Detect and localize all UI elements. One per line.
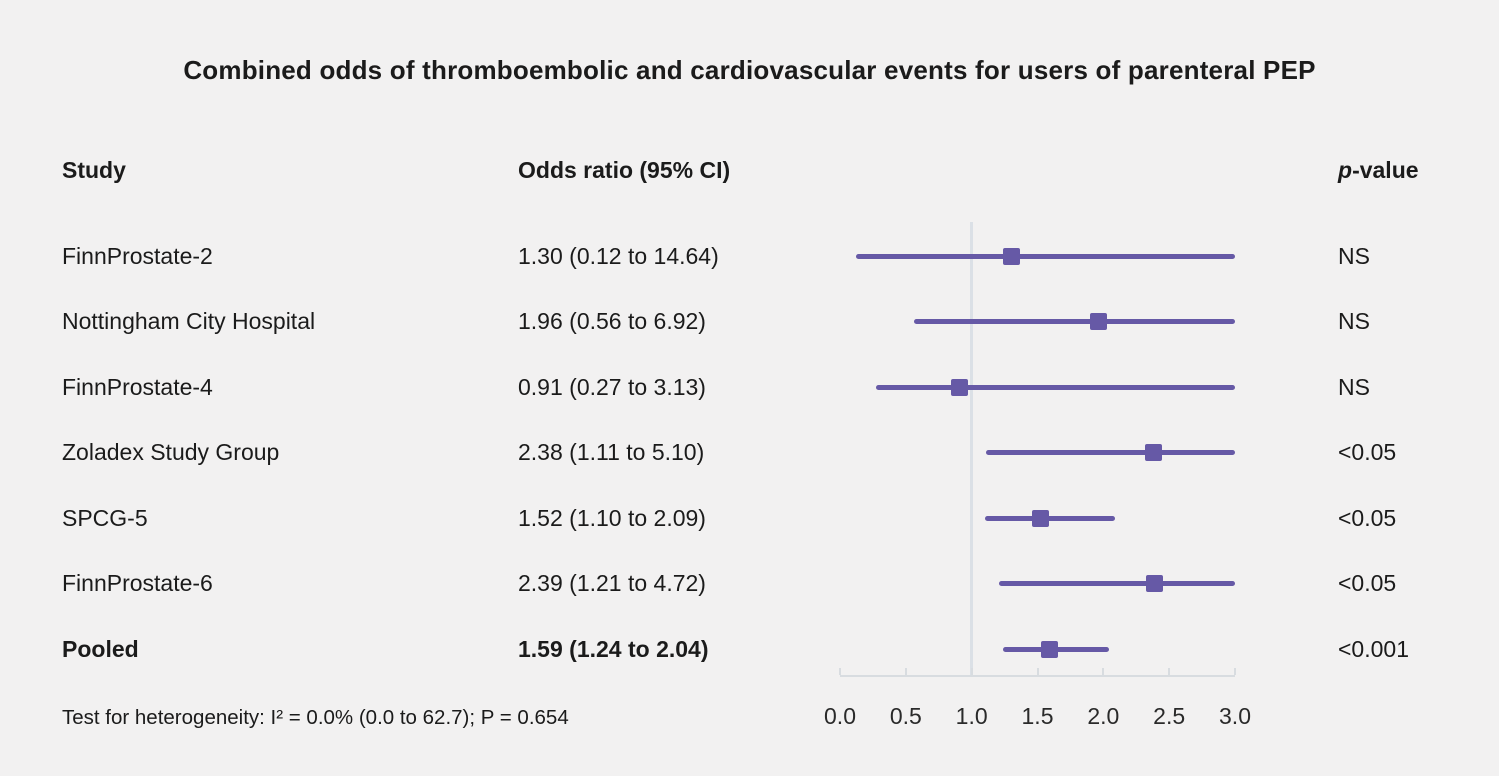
p-value-header-italic-p: p (1338, 156, 1353, 183)
study-label: FinnProstate-6 (62, 570, 213, 596)
study-label: Zoladex Study Group (62, 439, 280, 465)
x-axis-tick (839, 667, 841, 675)
odds-ratio-label: 1.52 (1.10 to 2.09) (518, 504, 706, 531)
confidence-interval-line (999, 581, 1235, 586)
x-axis-tick (1168, 667, 1171, 675)
study-label: FinnProstate-4 (62, 373, 213, 400)
confidence-interval-line (986, 450, 1235, 455)
odds-ratio-marker (1144, 444, 1162, 461)
odds-ratio-marker (1002, 247, 1020, 265)
x-axis-tick (1036, 667, 1039, 675)
x-axis-tick-label: 1.0 (955, 703, 988, 729)
confidence-interval-line (855, 253, 1235, 259)
odds-ratio-label: 1.59 (1.24 to 2.04) (518, 635, 709, 662)
p-value-label: <0.05 (1338, 504, 1397, 531)
p-value-header-suffix: -value (1352, 156, 1419, 183)
odds-ratio-marker (1089, 313, 1107, 330)
x-axis-tick-label: 2.5 (1153, 703, 1186, 729)
x-axis-tick-label: 2.0 (1087, 703, 1120, 729)
x-axis-tick (1102, 667, 1105, 675)
x-axis-line (840, 674, 1235, 677)
odds-ratio-marker (1040, 640, 1058, 658)
p-value-label: <0.001 (1338, 635, 1409, 662)
odds-ratio-label: 2.39 (1.21 to 4.72) (518, 570, 706, 596)
heterogeneity-note: Test for heterogeneity: I² = 0.0% (0.0 t… (62, 706, 569, 729)
odds-ratio-label: 1.30 (0.12 to 14.64) (518, 242, 719, 269)
odds-ratio-label: 2.38 (1.11 to 5.10) (518, 439, 705, 465)
odds-ratio-marker (1146, 575, 1164, 592)
odds-ratio-label: 1.96 (0.56 to 6.92) (518, 308, 706, 334)
study-label: SPCG-5 (62, 504, 148, 531)
column-header-study: Study (62, 156, 126, 183)
p-value-label: NS (1338, 242, 1370, 269)
study-label: FinnProstate-2 (62, 242, 213, 269)
x-axis-tick (904, 667, 907, 675)
column-header-odds-ratio: Odds ratio (95% CI) (518, 156, 731, 183)
x-axis-tick-label: 1.5 (1021, 703, 1054, 729)
x-axis-tick-label: 0.0 (824, 703, 856, 729)
odds-ratio-label: 0.91 (0.27 to 3.13) (518, 373, 706, 400)
x-axis-tick (970, 667, 973, 675)
odds-ratio-marker (1031, 509, 1049, 527)
reference-line (970, 222, 973, 675)
p-value-label: <0.05 (1338, 439, 1397, 465)
p-value-label: NS (1338, 373, 1370, 400)
confidence-interval-line (913, 319, 1235, 324)
confidence-interval-line (875, 384, 1235, 390)
column-header-p-value: p -value (1338, 153, 1419, 187)
study-label: Nottingham City Hospital (62, 308, 316, 334)
p-value-label: <0.05 (1338, 570, 1397, 596)
chart-title: Combined odds of thromboembolic and card… (183, 55, 1316, 85)
x-axis-tick-label: 0.5 (889, 703, 922, 729)
odds-ratio-marker (951, 378, 969, 396)
p-value-label: NS (1338, 308, 1370, 334)
study-label: Pooled (62, 635, 139, 662)
x-axis-tick (1234, 667, 1236, 675)
x-axis-tick-label: 3.0 (1219, 703, 1251, 729)
confidence-interval-line (984, 515, 1116, 521)
